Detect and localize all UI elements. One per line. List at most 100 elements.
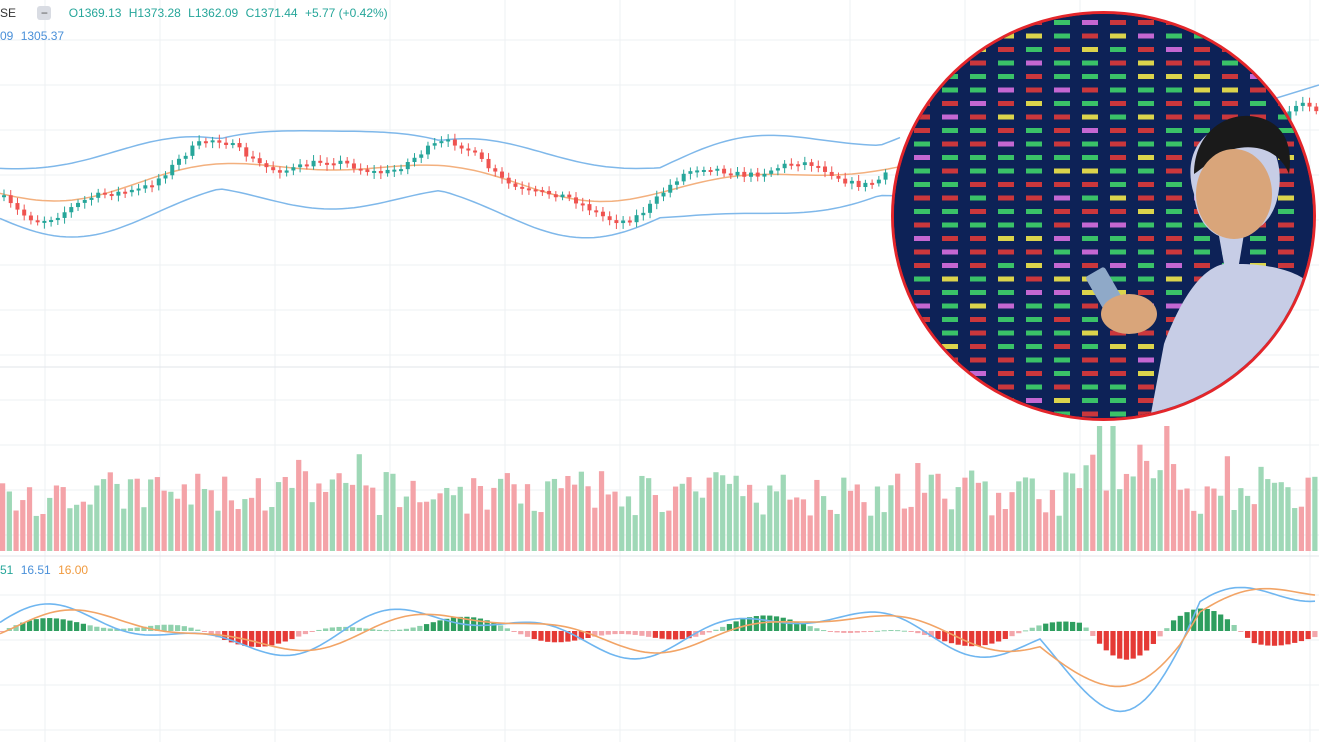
board-cell <box>1054 20 1070 25</box>
low-value: L1362.09 <box>188 6 239 20</box>
board-cell <box>1026 344 1042 349</box>
macd-histogram-bar <box>1016 631 1022 634</box>
volume-bar <box>942 498 948 551</box>
volume-bar <box>471 478 477 551</box>
macd-histogram-bar <box>127 628 134 631</box>
volume-bar <box>87 504 93 551</box>
board-cell <box>942 195 958 201</box>
volume-bar <box>787 499 793 551</box>
board-cell <box>1110 182 1126 187</box>
macd-histogram-bar <box>450 617 457 631</box>
macd-histogram-bar <box>881 630 887 632</box>
macd-histogram-bar <box>861 631 867 633</box>
board-cell <box>1138 87 1154 93</box>
volume-bar <box>1238 488 1244 551</box>
board-cell <box>1166 209 1182 214</box>
volume-bar <box>302 471 309 551</box>
board-cell <box>1054 195 1070 201</box>
board-cell <box>1054 209 1070 214</box>
board-cell <box>1082 411 1098 417</box>
macd-histogram-bar <box>646 631 652 637</box>
board-cell <box>1166 128 1182 133</box>
volume-bar <box>450 495 457 551</box>
candle <box>513 183 518 187</box>
candle <box>648 203 653 213</box>
candle <box>499 171 504 178</box>
macd-histogram-bar <box>794 621 800 631</box>
board-cell <box>1250 249 1266 255</box>
board-cell <box>1138 60 1154 66</box>
board-cell <box>1082 141 1098 147</box>
volume-bar <box>1157 470 1163 551</box>
board-cell <box>998 182 1014 187</box>
board-cell <box>1082 101 1098 106</box>
board-cell <box>998 168 1014 174</box>
board-cell <box>1166 236 1182 241</box>
candle <box>123 191 128 194</box>
board-cell <box>1166 60 1182 66</box>
macd-histogram-bar <box>827 631 833 632</box>
candle <box>769 170 774 174</box>
board-cell <box>1110 20 1126 25</box>
macd-histogram-bar <box>437 620 443 631</box>
board-cell <box>970 74 986 79</box>
volume-bar <box>592 507 598 551</box>
macd-histogram-bar <box>383 630 389 632</box>
candle <box>378 170 383 174</box>
board-cell <box>1026 87 1042 93</box>
collapse-icon[interactable]: − <box>37 6 52 20</box>
candle <box>587 204 592 211</box>
volume-bar <box>935 473 941 551</box>
macd-histogram-bar <box>1251 631 1257 644</box>
candle <box>176 158 181 165</box>
volume-bar <box>1298 506 1305 551</box>
board-cell <box>998 60 1014 66</box>
candle <box>823 166 828 172</box>
macd-histogram-bar <box>948 631 955 644</box>
macd-histogram-bar <box>403 628 410 631</box>
board-cell <box>1138 114 1154 120</box>
macd-histogram-bar <box>720 626 726 631</box>
board-cell <box>1250 87 1266 93</box>
board-cell <box>1082 384 1098 390</box>
macd-histogram-bar <box>255 631 261 647</box>
board-cell <box>998 195 1014 201</box>
macd-histogram-bar <box>767 615 773 631</box>
macd-histogram-bar <box>1224 619 1231 631</box>
candle <box>257 158 262 164</box>
volume-bar <box>444 487 450 551</box>
macd-histogram-bar <box>195 629 201 631</box>
macd-histogram-bar <box>706 631 712 633</box>
board-cell <box>1138 222 1154 228</box>
board-cell <box>1110 33 1126 39</box>
candle <box>668 184 673 193</box>
board-cell <box>1278 168 1294 174</box>
board-cell <box>1222 87 1238 93</box>
board-cell <box>1054 303 1070 309</box>
candle <box>735 171 740 176</box>
candle <box>695 170 700 173</box>
board-cell <box>914 114 930 120</box>
candle <box>116 191 121 196</box>
volume-bar <box>928 474 934 551</box>
candle <box>264 163 269 168</box>
candle <box>843 178 848 184</box>
macd-histogram-bar <box>969 631 975 647</box>
volume-bar <box>107 472 113 551</box>
volume-bar <box>686 477 692 551</box>
candle <box>607 216 612 221</box>
volume-bar <box>60 487 66 551</box>
board-cell <box>1054 236 1070 241</box>
macd-histogram-bar <box>545 631 551 642</box>
volume-bar <box>888 485 894 551</box>
candle <box>385 169 390 174</box>
board-cell <box>1054 182 1070 187</box>
macd-histogram-bar <box>538 631 544 641</box>
candle <box>580 203 585 206</box>
board-cell <box>1082 236 1098 241</box>
volume-bar <box>1231 510 1237 551</box>
volume-bar <box>995 492 1002 551</box>
volume-bar <box>235 509 241 551</box>
board-cell <box>942 101 958 106</box>
